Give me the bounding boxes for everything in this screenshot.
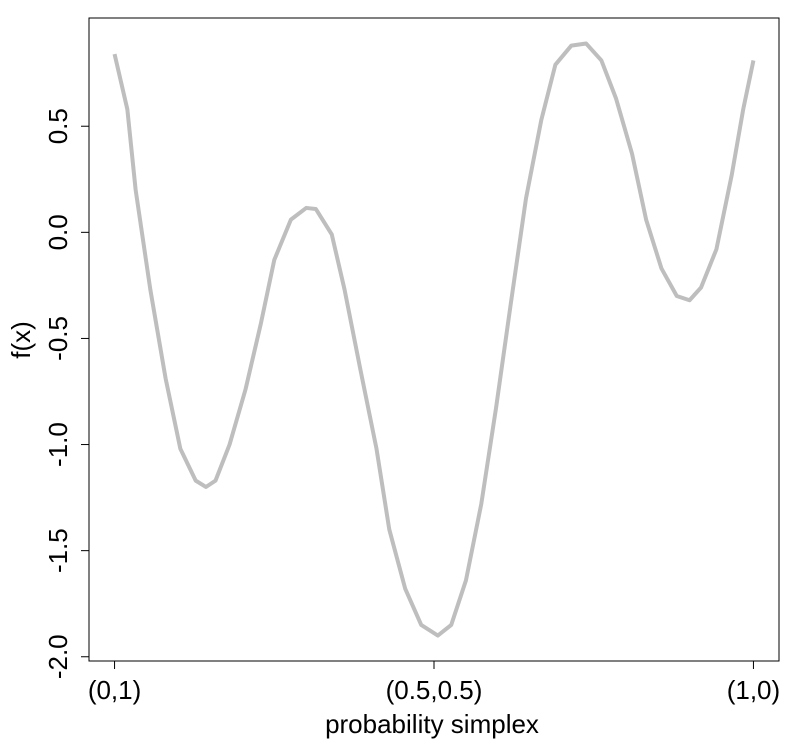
y-tick-label: 0.0: [43, 214, 73, 250]
x-axis-label: probability simplex: [325, 709, 539, 739]
x-tick-label: (1,0): [727, 675, 780, 705]
y-tick-label: -2.0: [43, 634, 73, 679]
y-axis-label: f(x): [6, 321, 36, 359]
y-tick-label: -1.0: [43, 422, 73, 467]
x-tick-label: (0.5,0.5): [386, 675, 483, 705]
y-tick-label: -1.5: [43, 528, 73, 573]
plot-frame: [88, 17, 780, 662]
y-tick-label: -0.5: [43, 316, 73, 361]
y-tick-label: 0.5: [43, 108, 73, 144]
line-series: [112, 41, 756, 638]
x-tick-label: (0,1): [88, 675, 141, 705]
